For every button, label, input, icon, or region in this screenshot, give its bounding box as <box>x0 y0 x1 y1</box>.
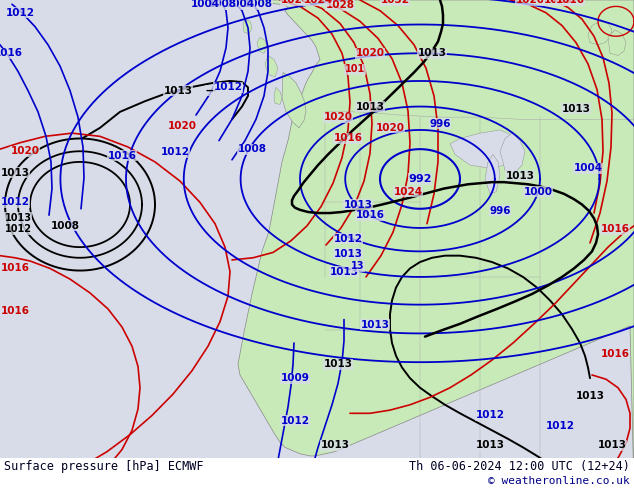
Text: 1016: 1016 <box>333 133 363 144</box>
Text: 1013: 1013 <box>164 86 193 96</box>
Polygon shape <box>500 133 525 172</box>
Text: 1012: 1012 <box>280 416 309 426</box>
Text: 1008: 1008 <box>238 144 266 154</box>
Text: 1020: 1020 <box>356 48 384 58</box>
Text: Surface pressure [hPa] ECMWF: Surface pressure [hPa] ECMWF <box>4 460 204 473</box>
Text: Th 06-06-2024 12:00 UTC (12+24): Th 06-06-2024 12:00 UTC (12+24) <box>409 460 630 473</box>
Text: 1008: 1008 <box>51 221 79 231</box>
Text: 1012: 1012 <box>304 469 332 479</box>
Polygon shape <box>265 55 278 77</box>
Text: 1009: 1009 <box>281 373 309 383</box>
Polygon shape <box>588 21 612 45</box>
Text: 1016: 1016 <box>1 306 30 316</box>
Text: 1004: 1004 <box>226 0 255 9</box>
Text: 1012: 1012 <box>160 147 190 157</box>
Text: 1016: 1016 <box>555 0 585 5</box>
Text: 1013: 1013 <box>333 248 363 259</box>
Text: 1013: 1013 <box>344 199 373 210</box>
Text: 1012: 1012 <box>6 8 34 18</box>
Text: 1012: 1012 <box>214 82 242 92</box>
Text: 992: 992 <box>408 174 432 184</box>
Text: 101: 101 <box>345 64 365 74</box>
Text: 1012: 1012 <box>476 411 505 420</box>
Text: 1020: 1020 <box>323 112 353 122</box>
Text: 1020: 1020 <box>167 121 197 131</box>
Polygon shape <box>230 0 634 490</box>
Polygon shape <box>485 154 500 194</box>
Text: 1028: 1028 <box>325 0 354 10</box>
Text: 1024: 1024 <box>304 0 333 5</box>
Text: 1012: 1012 <box>1 197 30 207</box>
Text: 1016: 1016 <box>600 349 630 359</box>
Bar <box>0 458 634 490</box>
Text: 13: 13 <box>351 261 365 271</box>
Text: 1032: 1032 <box>380 0 410 5</box>
Text: 996: 996 <box>489 206 511 216</box>
Text: 1020: 1020 <box>515 0 545 5</box>
Text: 1000: 1000 <box>524 187 552 197</box>
Polygon shape <box>608 30 626 55</box>
Text: 1008: 1008 <box>207 0 236 9</box>
Text: 1016: 1016 <box>356 210 384 220</box>
Text: 1013: 1013 <box>418 48 446 58</box>
Text: 1013: 1013 <box>562 104 590 114</box>
Text: 1016: 1016 <box>600 224 630 234</box>
Text: 1013: 1013 <box>597 440 626 450</box>
Text: 1013: 1013 <box>476 440 505 450</box>
Polygon shape <box>282 73 306 128</box>
Polygon shape <box>243 19 252 34</box>
Text: 1013: 1013 <box>505 171 534 181</box>
Text: —: — <box>205 86 215 96</box>
Text: 1008: 1008 <box>243 0 273 9</box>
Text: 1013: 1013 <box>330 267 358 277</box>
Text: 1013: 1013 <box>361 320 389 330</box>
Text: 1012: 1012 <box>333 234 363 244</box>
Text: 1013: 1013 <box>356 101 384 112</box>
Text: 1013: 1013 <box>1 168 30 177</box>
Polygon shape <box>450 130 520 168</box>
Text: 1013: 1013 <box>576 391 604 401</box>
Polygon shape <box>257 37 267 53</box>
Text: 1020: 1020 <box>543 0 573 5</box>
Text: 1020: 1020 <box>280 0 309 5</box>
Text: 996: 996 <box>429 119 451 128</box>
Text: 1012: 1012 <box>545 421 574 431</box>
Text: 1013: 1013 <box>323 359 353 369</box>
Text: 1016: 1016 <box>108 150 136 161</box>
Text: 1008: 1008 <box>264 469 292 479</box>
Text: 1020: 1020 <box>375 123 404 133</box>
Text: 1004: 1004 <box>573 163 602 173</box>
Text: 1020: 1020 <box>11 146 39 156</box>
Polygon shape <box>274 87 282 104</box>
Text: 1013
1012: 1013 1012 <box>4 213 32 235</box>
Text: 1024: 1024 <box>394 187 423 197</box>
Text: 1004: 1004 <box>190 0 219 9</box>
Text: 1016: 1016 <box>0 48 22 58</box>
Text: © weatheronline.co.uk: © weatheronline.co.uk <box>488 476 630 487</box>
Text: 1016: 1016 <box>1 264 30 273</box>
Text: 1013: 1013 <box>321 440 349 450</box>
